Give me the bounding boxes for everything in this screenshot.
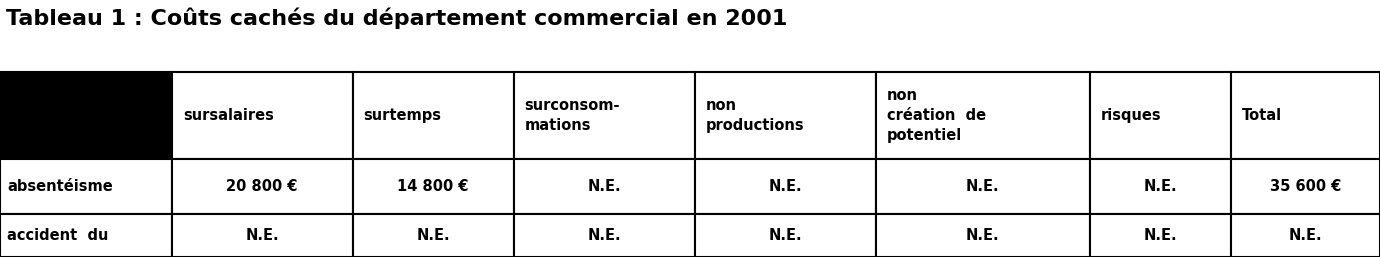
Text: surconsom-
mations: surconsom- mations (524, 98, 620, 133)
Text: N.E.: N.E. (588, 179, 621, 194)
Text: N.E.: N.E. (966, 179, 999, 194)
Bar (1090, 72, 1231, 159)
Text: non
création  de
potentiel: non création de potentiel (886, 88, 985, 143)
Bar (0, 214, 171, 257)
Text: 14 800 €: 14 800 € (397, 179, 469, 194)
Bar (875, 159, 1090, 214)
Bar (0, 72, 171, 159)
Text: sursalaires: sursalaires (182, 108, 273, 123)
Bar (0, 159, 171, 214)
Bar (353, 159, 513, 214)
Text: N.E.: N.E. (769, 179, 802, 194)
Bar (1090, 214, 1231, 257)
Bar (353, 72, 513, 159)
Text: N.E.: N.E. (246, 228, 279, 243)
Bar (171, 159, 353, 214)
Text: risques: risques (1101, 108, 1162, 123)
Bar (1231, 72, 1380, 159)
Bar (694, 214, 875, 257)
Bar (1231, 159, 1380, 214)
Text: N.E.: N.E. (417, 228, 450, 243)
Text: N.E.: N.E. (769, 228, 802, 243)
Bar (875, 72, 1090, 159)
Bar (1231, 214, 1380, 257)
Bar (513, 159, 694, 214)
Bar (1090, 159, 1231, 214)
Text: surtemps: surtemps (364, 108, 442, 123)
Text: Total: Total (1242, 108, 1282, 123)
Text: 35 600 €: 35 600 € (1270, 179, 1341, 194)
Text: absentéisme: absentéisme (7, 179, 113, 194)
Bar (171, 72, 353, 159)
Bar (694, 72, 875, 159)
Bar (171, 214, 353, 257)
Text: N.E.: N.E. (1144, 179, 1177, 194)
Text: N.E.: N.E. (966, 228, 999, 243)
Text: accident  du: accident du (7, 228, 108, 243)
Bar (513, 214, 694, 257)
Text: non
productions: non productions (705, 98, 805, 133)
Text: Tableau 1 : Coûts cachés du département commercial en 2001: Tableau 1 : Coûts cachés du département … (6, 8, 787, 29)
Bar (353, 214, 513, 257)
Text: 20 800 €: 20 800 € (226, 179, 298, 194)
Bar (513, 72, 694, 159)
Bar (875, 214, 1090, 257)
Text: N.E.: N.E. (1289, 228, 1322, 243)
Text: N.E.: N.E. (1144, 228, 1177, 243)
Bar (694, 159, 875, 214)
Text: N.E.: N.E. (588, 228, 621, 243)
